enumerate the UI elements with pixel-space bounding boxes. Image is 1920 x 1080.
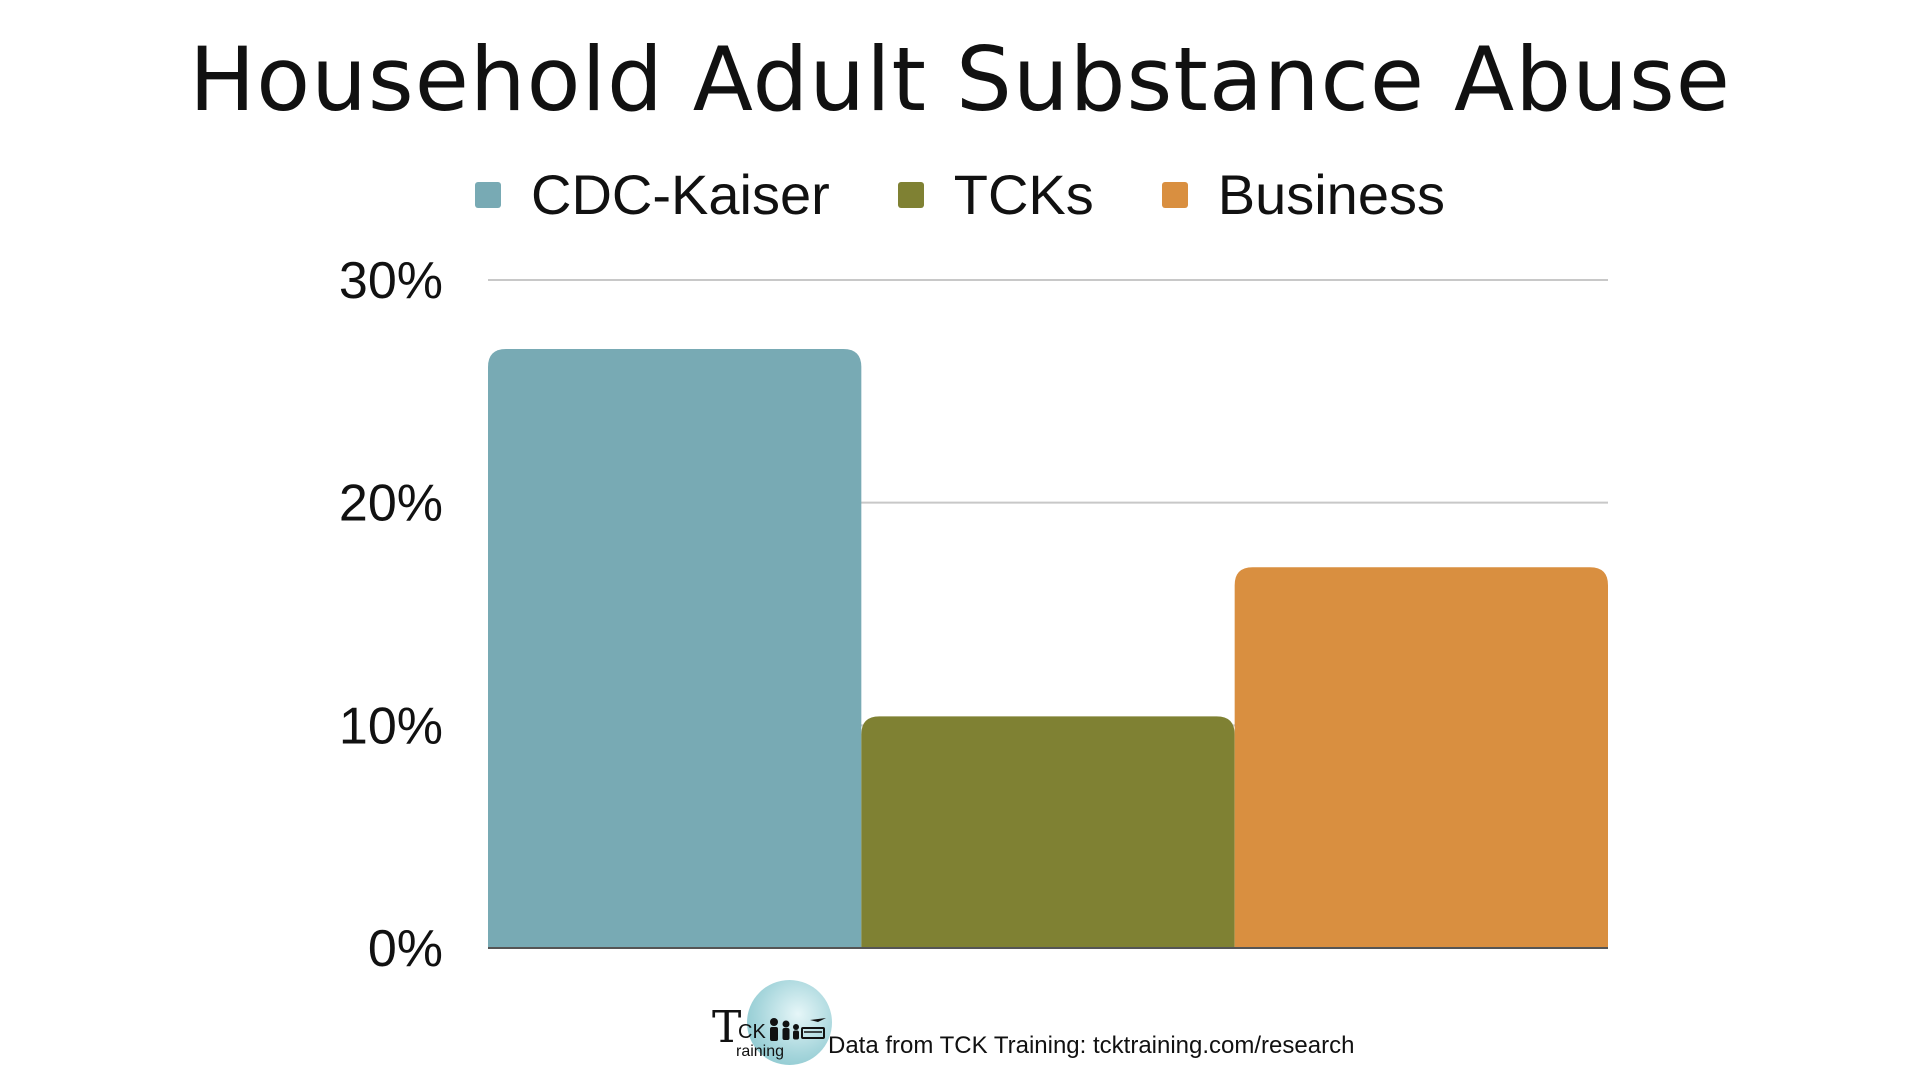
bar-tcks (861, 716, 1235, 948)
legend-swatch-business (1161, 181, 1188, 208)
logo-circle (747, 980, 832, 1065)
legend-item-tcks: TCKs (897, 162, 1094, 227)
tck-training-logo: T CK raining (712, 980, 832, 1080)
legend-label-tcks: TCKs (953, 163, 1094, 226)
bar-business (1234, 567, 1608, 948)
legend-item-cdc-kaiser: CDC-Kaiser (475, 162, 830, 227)
logo-text-raining: raining (736, 1043, 785, 1060)
y-tick-label: 0% (368, 920, 443, 978)
y-tick-label: 30% (339, 252, 443, 310)
legend-label-business: Business (1217, 163, 1445, 226)
legend-item-business: Business (1161, 162, 1445, 227)
logo-text-t: T (712, 1002, 742, 1053)
y-axis-ticks: 0% 10% 20% 30% (339, 252, 443, 978)
logo-family-figures-icon (770, 1018, 826, 1041)
grid-lines (488, 279, 1608, 727)
y-tick-label: 10% (339, 697, 443, 755)
y-tick-label: 20% (339, 475, 443, 533)
legend-swatch-cdc-kaiser (475, 181, 502, 208)
source-note: Data from TCK Training: tcktraining.com/… (828, 1032, 1355, 1059)
bar-cdc-kaiser (488, 349, 862, 948)
legend-label-cdc-kaiser: CDC-Kaiser (531, 163, 830, 226)
footer: T CK raining Data from TCK Training: tck… (712, 970, 1354, 1080)
chart-legend: CDC-Kaiser TCKs Business (0, 162, 1920, 227)
bars (488, 349, 1608, 948)
chart-title: Household Adult Substance Abuse (189, 28, 1731, 131)
legend-swatch-tcks (897, 181, 924, 208)
logo-text-ck: CK (738, 1021, 766, 1043)
